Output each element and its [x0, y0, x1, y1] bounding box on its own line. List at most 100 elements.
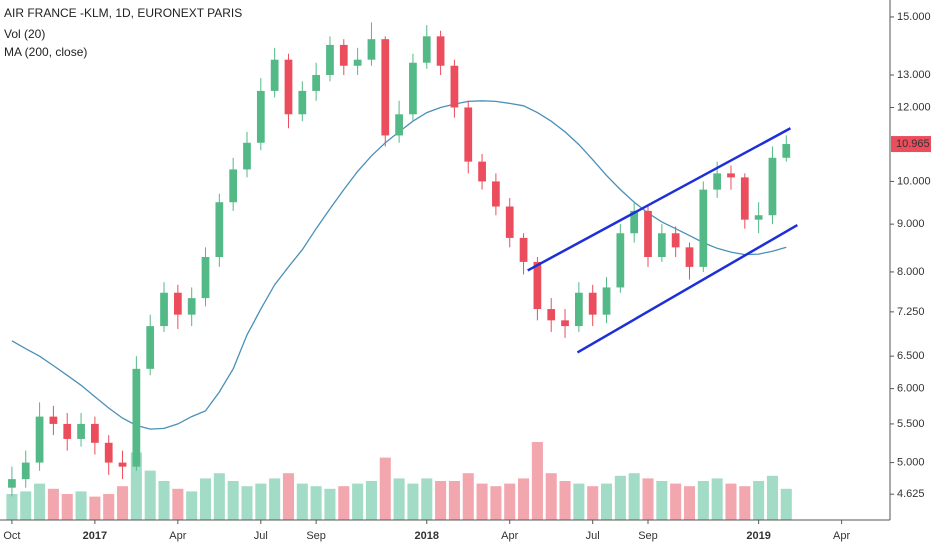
volume-bar — [697, 481, 709, 520]
candle-body — [229, 169, 238, 203]
candle-body — [727, 173, 735, 178]
volume-bar — [352, 483, 364, 520]
last-price-label: 10.965 — [896, 138, 930, 150]
trend-layer — [527, 127, 798, 354]
volume-bar — [753, 481, 765, 520]
volume-bar — [158, 481, 170, 520]
y-tick-label: 5.500 — [897, 418, 925, 430]
candle-body — [630, 210, 639, 234]
volume-bar — [614, 475, 626, 520]
candle-body — [754, 215, 763, 220]
candle-body — [326, 44, 334, 75]
candle-body — [339, 44, 348, 66]
y-tick-label: 5.000 — [897, 456, 925, 468]
volume-bar — [587, 486, 599, 520]
candle-body — [574, 292, 583, 327]
trend-line — [527, 127, 792, 272]
candle-body — [644, 210, 652, 257]
candle-body — [104, 442, 113, 463]
candle-body — [8, 479, 16, 488]
volume-bar — [47, 488, 59, 520]
volume-bar — [117, 486, 129, 520]
volume-bar — [393, 478, 405, 520]
volume-bar — [186, 491, 198, 520]
candle-body — [243, 142, 251, 170]
volume-bar — [227, 481, 239, 520]
candle-body — [201, 256, 210, 299]
volume-bar — [559, 481, 571, 520]
volume-bar — [656, 481, 668, 520]
candle-body — [215, 202, 224, 257]
candle-body — [671, 233, 680, 248]
volume-bar — [711, 478, 723, 520]
x-tick-label: 2018 — [415, 530, 439, 542]
candle-body — [160, 292, 168, 327]
y-tick-label: 13.000 — [897, 69, 931, 81]
x-tick-label: 2017 — [83, 530, 107, 542]
candle-body — [588, 292, 597, 315]
candle-body — [602, 287, 611, 315]
candle-body — [533, 261, 542, 310]
volume-bar — [531, 442, 543, 520]
candle-body — [713, 173, 722, 190]
volume-bar — [379, 457, 391, 520]
volume-bar — [600, 483, 613, 520]
x-tick-label: Jul — [254, 530, 268, 542]
candle-body — [464, 107, 473, 162]
candle-body — [409, 62, 417, 115]
volume-bar — [407, 483, 419, 520]
candle-body — [187, 298, 196, 315]
y-tick-label: 7.250 — [897, 306, 925, 318]
x-tick-label: Apr — [501, 530, 518, 542]
candle-body — [685, 247, 694, 267]
candle-body — [505, 206, 514, 238]
axes-layer: 4.625 5.000 5.500 6.000 6.500 7.250 8.000 9.000… — [3, 11, 931, 542]
volume-bar — [518, 478, 530, 520]
x-tick-label: Sep — [306, 530, 326, 542]
volume-bar — [34, 483, 46, 520]
candle-body — [77, 423, 85, 439]
x-tick-label: Apr — [169, 530, 186, 542]
candle-body — [478, 161, 486, 182]
y-tick-label: 10.000 — [897, 175, 931, 187]
candle-body — [492, 181, 500, 207]
x-tick-label: Jul — [586, 530, 600, 542]
volume-bar — [766, 475, 778, 520]
x-tick-label: 2019 — [746, 530, 770, 542]
y-tick-label: 9.000 — [897, 218, 925, 230]
candle-body — [312, 74, 321, 91]
volume-bar — [282, 473, 295, 520]
y-tick-label: 15.000 — [897, 11, 931, 23]
volume-bar — [255, 483, 267, 520]
candle-body — [367, 39, 376, 60]
volume-bar — [476, 483, 488, 520]
y-tick-label: 6.500 — [897, 350, 925, 362]
volume-bar — [683, 486, 696, 520]
candle-body — [547, 309, 556, 321]
y-tick-label: 6.000 — [897, 383, 925, 395]
indicator-label: Vol (20) — [4, 27, 45, 41]
candle-body — [118, 462, 127, 467]
chart-title: AIR FRANCE -KLM, 1D, EURONEXT PARIS — [4, 6, 242, 20]
volume-bar — [670, 483, 682, 520]
candle-body — [768, 157, 777, 216]
volume-bar — [20, 491, 32, 520]
volume-bar — [573, 483, 585, 520]
volume-bar — [213, 473, 225, 520]
volume-bar — [365, 481, 377, 520]
last-price-tag — [891, 136, 931, 153]
candle-body — [63, 423, 72, 439]
candle-body — [353, 59, 362, 66]
volume-bar — [421, 478, 433, 520]
candle-body — [49, 416, 58, 424]
volume-bar — [130, 452, 142, 520]
candle-body — [173, 292, 182, 315]
candle-body — [561, 320, 569, 327]
volume-bar — [448, 481, 460, 520]
y-tick-label: 12.000 — [897, 101, 931, 113]
candle-body — [35, 416, 44, 463]
volume-bar — [642, 478, 654, 520]
candle-body — [381, 39, 390, 136]
volume-bar — [490, 486, 502, 520]
candle-layer — [8, 22, 791, 497]
